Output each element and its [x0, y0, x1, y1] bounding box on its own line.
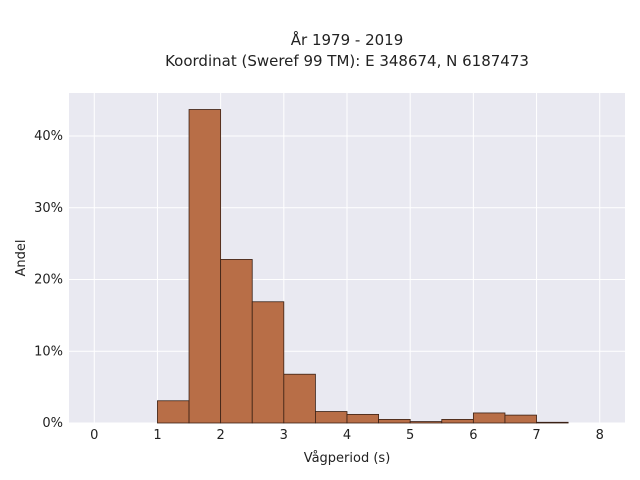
x-tick-label: 2	[216, 428, 224, 443]
y-axis-label: Andel	[14, 240, 29, 277]
histogram-bar	[378, 419, 411, 424]
histogram-bar	[283, 373, 316, 424]
x-tick-label: 0	[90, 428, 98, 443]
histogram-bar	[409, 421, 443, 424]
y-tick-label: 0%	[42, 416, 63, 431]
histogram-bar	[188, 109, 222, 424]
x-tick-label: 1	[153, 428, 161, 443]
y-tick-label: 40%	[34, 129, 63, 144]
x-tick-label: 4	[343, 428, 351, 443]
histogram-bar	[441, 419, 474, 424]
histogram-bar	[536, 421, 569, 424]
y-axis-ticks: 0% 10% 20% 30% 40%	[34, 129, 63, 431]
histogram-bar	[315, 411, 348, 424]
x-axis-label: Vågperiod (s)	[304, 451, 391, 466]
bars-group	[157, 109, 569, 424]
x-axis-ticks: 0 1 2 3 4 5 6 7 8	[90, 428, 604, 443]
x-tick-label: 8	[596, 428, 604, 443]
x-tick-label: 6	[469, 428, 477, 443]
histogram-bar	[157, 400, 190, 424]
y-tick-label: 30%	[34, 201, 63, 216]
chart-title-line-1: År 1979 - 2019	[291, 30, 404, 49]
histogram-bar	[472, 412, 506, 424]
y-tick-label: 10%	[34, 344, 63, 359]
chart-title-line-2: Koordinat (Sweref 99 TM): E 348674, N 61…	[165, 52, 529, 70]
x-tick-label: 5	[406, 428, 414, 443]
histogram-bar	[504, 414, 537, 424]
histogram-bar	[220, 259, 253, 424]
x-tick-label: 3	[280, 428, 288, 443]
y-tick-label: 20%	[34, 273, 63, 288]
histogram-bar	[346, 413, 379, 424]
x-tick-label: 7	[532, 428, 540, 443]
histogram-bar	[251, 301, 285, 424]
